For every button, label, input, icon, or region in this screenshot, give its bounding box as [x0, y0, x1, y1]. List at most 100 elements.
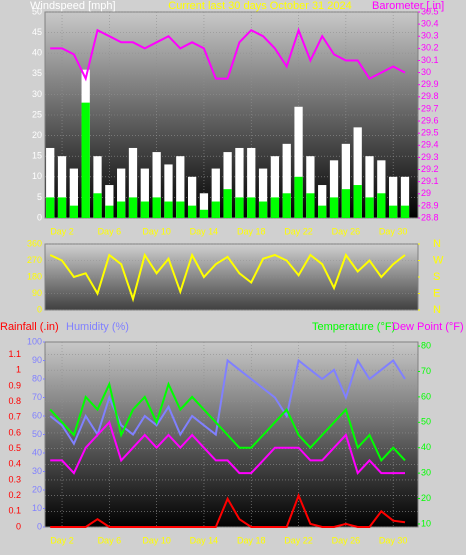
x-tick-label: Day 14	[190, 535, 219, 545]
y2-tick-label: 29	[421, 188, 431, 198]
bar	[140, 201, 149, 218]
bar	[128, 147, 138, 218]
bar	[57, 156, 67, 218]
y3-tick-label: 100	[27, 336, 42, 346]
y-tick-label: 0	[37, 304, 42, 314]
bar	[105, 185, 114, 218]
bar	[105, 205, 114, 218]
bar	[365, 197, 374, 218]
y2-tick-label: 10	[421, 518, 431, 528]
bar	[400, 176, 410, 218]
bar	[199, 193, 209, 218]
y-tick-label: 0	[16, 521, 21, 531]
y2-tick-label: 30.4	[421, 18, 439, 28]
bar	[140, 168, 149, 218]
y2-tick-label: 40	[421, 442, 431, 452]
bar	[294, 106, 303, 218]
x-tick-label: Day 14	[190, 226, 219, 236]
bar	[377, 193, 386, 218]
y2-tick-label: E	[433, 287, 440, 299]
y-tick-label: 15	[32, 151, 42, 161]
y-tick-label: 30	[32, 89, 42, 99]
bar	[270, 197, 280, 218]
bar	[152, 197, 161, 218]
y3-tick-label: 90	[32, 355, 42, 365]
bar	[341, 143, 350, 218]
legend-entry: Temperature (°F)	[312, 321, 395, 333]
y-tick-label: 50	[32, 6, 42, 16]
y2-tick-label: 30	[421, 67, 431, 77]
y2-tick-label: 50	[421, 417, 431, 427]
y-tick-label: 0.4	[8, 459, 21, 469]
y2-tick-label: 30	[421, 468, 431, 478]
y3-tick-label: 70	[32, 392, 42, 402]
bar	[341, 189, 350, 218]
y-tick-label: 0.2	[8, 490, 21, 500]
bar	[294, 176, 303, 218]
bar	[365, 156, 374, 218]
y2-tick-label: N	[433, 238, 441, 250]
series-line	[50, 27, 406, 82]
y-axis-label: Windspeed [mph]	[30, 0, 116, 12]
bar	[187, 176, 197, 218]
y2-tick-label: 30.5	[421, 6, 439, 16]
bar	[211, 168, 220, 218]
bar	[270, 156, 280, 218]
y2-tick-label: 20	[421, 493, 431, 503]
y3-tick-label: 50	[32, 429, 42, 439]
x-tick-label: Day 2	[50, 226, 74, 236]
y3-tick-label: 30	[32, 466, 42, 476]
bar	[117, 201, 126, 218]
bar	[211, 201, 220, 218]
y-tick-label: 360	[27, 238, 42, 248]
y2-tick-label: 30.1	[421, 55, 439, 65]
legend-entry: Humidity (%)	[66, 321, 129, 333]
legend-entry: Rainfall (.in)	[0, 321, 59, 333]
bar	[318, 205, 327, 218]
y2-tick-label: 29.9	[421, 79, 439, 89]
y-tick-label: 0.9	[8, 380, 21, 390]
bar	[329, 197, 339, 218]
y-tick-label: 5	[37, 192, 42, 202]
bar	[152, 152, 161, 218]
y2-tick-label: 29.7	[421, 103, 439, 113]
y2-tick-label: 29.1	[421, 176, 439, 186]
y-tick-label: 0.7	[8, 412, 21, 422]
bar	[93, 156, 102, 218]
y2-tick-label: S	[433, 271, 440, 283]
y-tick-label: 35	[32, 68, 42, 78]
plot-area	[44, 341, 419, 528]
bar	[235, 197, 244, 218]
y3-tick-label: 40	[32, 447, 42, 457]
bar	[306, 156, 315, 218]
y2-tick-label: 30.3	[421, 31, 439, 41]
y-tick-label: 0.3	[8, 474, 21, 484]
y2-tick-label: 80	[421, 340, 431, 350]
bar	[353, 127, 362, 218]
y-tick-label: 180	[27, 271, 42, 281]
bar	[377, 160, 386, 218]
y2-tick-label: 29.2	[421, 164, 439, 174]
bar	[258, 168, 268, 218]
chart-title: Current last 30 days October 31 2024	[168, 0, 351, 12]
y-tick-label: 1.1	[8, 349, 21, 359]
y2-tick-label: 29.3	[421, 152, 439, 162]
bar	[235, 147, 244, 218]
bar	[223, 189, 232, 218]
bar	[389, 205, 398, 218]
x-tick-label: Day 30	[379, 226, 408, 236]
y2-tick-label: 29.4	[421, 140, 439, 150]
x-tick-label: Day 2	[50, 535, 74, 545]
y-tick-label: 90	[32, 288, 42, 298]
y3-tick-label: 60	[32, 410, 42, 420]
bar	[46, 197, 55, 218]
bar	[69, 168, 78, 218]
x-tick-label: Day 6	[98, 226, 122, 236]
y2-tick-label: 29.5	[421, 128, 439, 138]
y2-tick-label: 70	[421, 366, 431, 376]
x-tick-label: Day 10	[142, 535, 171, 545]
x-tick-label: Day 26	[332, 535, 361, 545]
y-tick-label: 1	[16, 365, 21, 375]
bar	[282, 193, 291, 218]
